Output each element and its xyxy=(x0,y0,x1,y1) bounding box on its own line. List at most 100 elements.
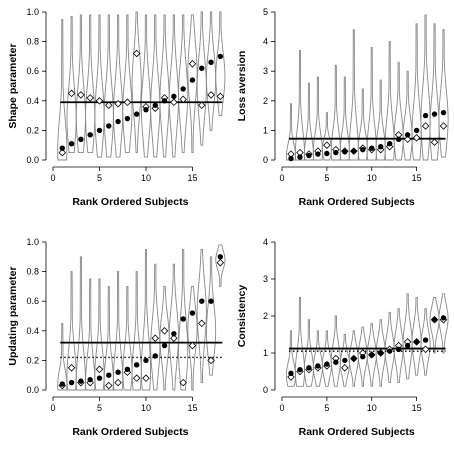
filled-circle-point xyxy=(413,127,420,134)
violin-shape xyxy=(294,50,306,161)
filled-circle-point xyxy=(115,369,121,375)
violin-shape xyxy=(150,14,161,158)
y-tick-label: 0.4 xyxy=(26,96,39,106)
y-tick-label: 2 xyxy=(263,311,268,321)
violin-shape xyxy=(85,14,96,154)
violin-shape xyxy=(94,278,105,391)
filled-circle-point xyxy=(124,366,131,372)
violin-shape xyxy=(178,14,189,154)
violin-shape xyxy=(321,112,332,161)
violin-shape xyxy=(402,70,413,161)
x-tick-label: 5 xyxy=(324,173,329,183)
filled-circle-point xyxy=(106,372,112,378)
open-diamond-point xyxy=(114,378,122,387)
filled-circle-point xyxy=(422,337,429,343)
filled-circle-point xyxy=(306,152,312,159)
filled-circle-point xyxy=(87,376,93,383)
violin-shape xyxy=(215,244,226,287)
panel-updating-parameter: 0 5 10 15 0.0 0.2 0.4 0.6 0.8 1.0 Rank Ordered Sub… xyxy=(7,237,226,438)
filled-circle-point xyxy=(324,150,330,157)
x-tick-label: 15 xyxy=(187,403,197,413)
filled-circle-point xyxy=(404,342,411,349)
filled-circle-point xyxy=(378,350,384,356)
violin-shape xyxy=(159,14,170,158)
violin-shape xyxy=(131,271,142,391)
filled-circle-point xyxy=(78,136,84,142)
open-diamond-point xyxy=(67,364,76,372)
y-tick-label: 0.0 xyxy=(26,385,39,395)
open-diamond-point xyxy=(160,327,169,335)
open-diamond-point xyxy=(430,138,439,147)
open-diamond-point xyxy=(197,319,206,328)
violin-shape xyxy=(168,263,179,391)
violin-shape xyxy=(57,18,68,161)
open-diamond-point xyxy=(197,101,206,110)
open-diamond-point xyxy=(105,101,113,110)
violin-shape xyxy=(285,103,297,161)
violin-shape xyxy=(113,271,124,391)
violin-shape xyxy=(150,263,161,391)
filled-circle-point xyxy=(378,143,384,150)
filled-circle-point xyxy=(59,381,65,387)
violin-shape xyxy=(103,285,114,391)
violin-shape xyxy=(339,334,350,387)
x-tick-label: 0 xyxy=(50,403,55,413)
open-diamond-point xyxy=(151,334,160,342)
filled-circle-point xyxy=(315,151,321,157)
open-diamond-point xyxy=(95,97,104,105)
filled-circle-point xyxy=(124,115,131,122)
open-diamond-point xyxy=(67,89,76,98)
x-tick-label: 10 xyxy=(141,173,151,183)
violin-shape xyxy=(402,293,413,380)
violin-shape xyxy=(420,308,431,376)
x-tick-label: 15 xyxy=(412,173,422,183)
violin-shape xyxy=(57,322,68,391)
filled-circle-point xyxy=(386,348,393,354)
y-tick-label: 0.6 xyxy=(26,66,39,76)
filled-circle-point xyxy=(68,379,75,386)
violin-shape xyxy=(330,64,341,161)
filled-circle-point xyxy=(404,132,411,138)
open-diamond-point xyxy=(323,141,331,149)
open-diamond-point xyxy=(95,365,104,374)
violin-shape xyxy=(285,330,297,387)
y-tick-label: 0.4 xyxy=(26,326,39,336)
violin-shape xyxy=(330,315,341,387)
panel-consistency: 0 5 10 15 0 1 2 3 4 Rank Ordered Subjects Consiste… xyxy=(236,237,449,438)
violin-shape xyxy=(357,326,368,387)
open-diamond-point xyxy=(421,345,430,354)
y-axis-title: Consistency xyxy=(236,285,248,348)
open-diamond-point xyxy=(412,134,421,142)
open-diamond-point xyxy=(77,91,85,99)
filled-circle-point xyxy=(386,141,393,147)
filled-circle-point xyxy=(431,317,438,323)
open-diamond-point xyxy=(142,374,150,382)
violin-shape xyxy=(122,14,133,154)
violin-shape xyxy=(312,330,323,387)
x-tick-label: 5 xyxy=(97,403,102,413)
violin-shape xyxy=(187,14,198,154)
y-tick-label: 0.2 xyxy=(26,355,39,365)
filled-circle-point xyxy=(143,106,149,113)
violin-shape xyxy=(140,14,152,158)
filled-circle-point xyxy=(324,361,330,367)
filled-circle-point xyxy=(333,359,339,365)
violin-shape xyxy=(196,11,207,146)
filled-circle-point xyxy=(106,123,112,129)
x-axis-title: Rank Ordered Subjects xyxy=(299,426,415,438)
violin-shape xyxy=(66,271,77,391)
violin-shape xyxy=(196,248,207,384)
filled-circle-point xyxy=(360,354,366,360)
filled-circle-point xyxy=(189,310,196,316)
violin-shape xyxy=(339,76,350,161)
violin-shape xyxy=(168,14,179,158)
x-tick-label: 5 xyxy=(324,403,329,413)
y-axis-title: Shape parameter xyxy=(7,43,19,128)
violin-shape xyxy=(393,61,404,161)
violin-shape xyxy=(384,41,395,161)
violin-shape xyxy=(366,47,377,161)
x-axis-title: Rank Ordered Subjects xyxy=(299,196,415,208)
filled-circle-point xyxy=(143,357,149,364)
y-axis-title: Updating parameter xyxy=(7,266,19,365)
